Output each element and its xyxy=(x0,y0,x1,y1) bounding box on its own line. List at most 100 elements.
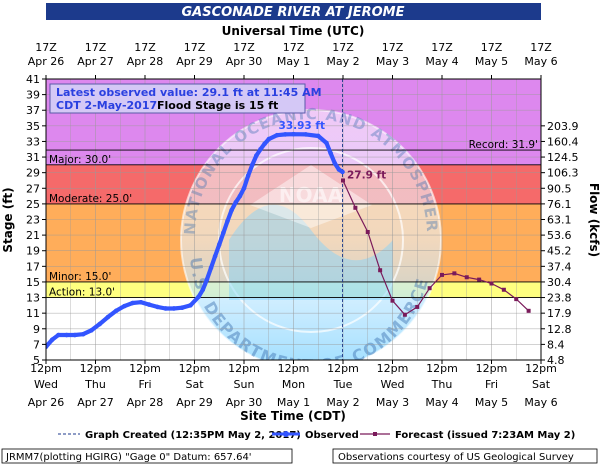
observed-point xyxy=(249,162,255,168)
top-tick-label: 17Z xyxy=(283,41,305,54)
legend-created: Graph Created (12:35PM May 2, 2017) xyxy=(85,430,301,441)
bottom-tick-day: Wed xyxy=(381,378,405,391)
forecast-point xyxy=(440,272,444,277)
info-line-1: Latest observed value: 29.1 ft at 11:45 … xyxy=(56,86,322,99)
top-tick-date: Apr 27 xyxy=(77,55,114,68)
threshold-label: Record: 31.9' xyxy=(469,139,538,151)
flow-tick-label: 30.4 xyxy=(547,276,572,289)
forecast-point xyxy=(514,297,519,302)
bottom-tick-time: 12pm xyxy=(327,362,359,375)
flow-tick-label: 106.3 xyxy=(547,167,579,180)
bottom-tick-time: 12pm xyxy=(377,362,409,375)
flow-tick-label: 63.1 xyxy=(547,214,572,227)
threshold-label: Minor: 15.0' xyxy=(49,271,111,283)
observed-point xyxy=(229,207,234,213)
y-tick-label: 23 xyxy=(26,214,40,227)
bottom-tick-time: 12pm xyxy=(426,362,458,375)
flow-tick-label: 203.9 xyxy=(547,120,579,133)
seal-center-text: NOAA xyxy=(279,183,344,207)
bottom-tick-time: 12pm xyxy=(30,362,62,375)
bottom-tick-date: May 3 xyxy=(376,396,409,409)
top-tick-label: 17Z xyxy=(481,41,503,54)
top-tick-date: May 6 xyxy=(524,55,557,68)
flow-tick-label: 12.8 xyxy=(547,323,572,336)
y-tick-label: 33 xyxy=(26,135,40,148)
footer-datum: JRMM7(plotting HGIRG) "Gage 0" Datum: 65… xyxy=(5,452,252,463)
y-tick-label: 29 xyxy=(26,167,40,180)
top-tick-date: May 5 xyxy=(475,55,508,68)
flow-tick-label: 37.4 xyxy=(547,260,572,273)
top-tick-date: May 4 xyxy=(425,55,458,68)
forecast-point xyxy=(489,281,494,286)
bottom-tick-date: May 6 xyxy=(524,396,557,409)
chart-title: GASCONADE RIVER AT JEROME xyxy=(182,5,405,20)
observed-point xyxy=(324,140,329,146)
footer-left-box xyxy=(1,448,293,464)
observed-point xyxy=(155,304,160,310)
bottom-tick-time: 12pm xyxy=(525,362,557,375)
observed-point xyxy=(274,132,280,138)
observed-point xyxy=(204,277,210,282)
info-line-2a: CDT 2-May-2017. xyxy=(56,99,161,112)
observed-point xyxy=(49,337,55,343)
bottom-tick-date: May 2 xyxy=(326,396,359,409)
observed-point xyxy=(233,200,239,205)
forecast-point xyxy=(477,277,482,282)
observed-point xyxy=(336,167,342,172)
observed-point xyxy=(332,161,338,166)
bottom-tick-time: 12pm xyxy=(129,362,161,375)
threshold-label: Major: 30.0' xyxy=(49,154,111,166)
bottom-tick-day: Tue xyxy=(333,378,353,391)
top-tick-date: Apr 29 xyxy=(176,55,213,68)
bottom-tick-time: 12pm xyxy=(476,362,508,375)
bottom-tick-date: Apr 30 xyxy=(226,396,263,409)
flow-tick-label: 45.2 xyxy=(547,245,572,258)
top-tick-label: 17Z xyxy=(233,41,255,54)
observed-point xyxy=(105,314,111,320)
y-axis-title-left: Stage (ft) xyxy=(1,187,15,252)
seal-bird xyxy=(250,165,372,228)
observed-point xyxy=(80,331,86,337)
crest-label: 33.93 ft xyxy=(279,120,325,132)
observed-point xyxy=(245,173,251,179)
bottom-tick-date: Apr 28 xyxy=(127,396,164,409)
flow-tick-label: 8.4 xyxy=(547,338,565,351)
bottom-tick-day: Fri xyxy=(485,378,498,391)
y-tick-label: 19 xyxy=(26,245,40,258)
y-axis-title-right: Flow (kcfs) xyxy=(587,183,600,257)
forecast-point xyxy=(452,271,457,276)
observed-point xyxy=(188,303,193,308)
observed-point xyxy=(97,321,102,327)
forecast-point xyxy=(526,308,531,313)
bottom-tick-day: Thu xyxy=(431,378,453,391)
observed-point xyxy=(282,132,288,137)
observed-point xyxy=(171,306,177,311)
y-tick-label: 25 xyxy=(26,198,40,211)
forecast-series-line xyxy=(342,180,530,316)
top-tick-label: 17Z xyxy=(431,41,453,54)
y-tick-label: 27 xyxy=(26,182,40,195)
observed-point xyxy=(225,218,230,224)
bottom-tick-date: Apr 26 xyxy=(28,396,65,409)
observed-point xyxy=(266,136,272,142)
top-tick-date: May 1 xyxy=(277,55,310,68)
footer-right-box xyxy=(332,448,598,464)
forecast-point xyxy=(365,229,370,234)
observed-point xyxy=(237,193,243,199)
footer-credit: Observations courtesy of US Geological S… xyxy=(338,452,574,463)
observed-point xyxy=(46,344,49,350)
observed-point xyxy=(200,287,206,293)
top-tick-label: 17Z xyxy=(35,41,57,54)
observed-point xyxy=(258,146,263,152)
top-tick-label: 17Z xyxy=(134,41,156,54)
observed-point xyxy=(64,332,69,338)
y-tick-label: 7 xyxy=(33,338,40,351)
bottom-tick-day: Sat xyxy=(185,378,204,391)
bottom-axis-title: Site Time (CDT) xyxy=(240,409,346,423)
flow-tick-label: 23.8 xyxy=(547,292,572,305)
bottom-tick-date: May 4 xyxy=(425,396,458,409)
observed-point xyxy=(241,185,247,191)
forecast-point xyxy=(427,286,432,291)
observed-point xyxy=(72,332,78,338)
bottom-tick-time: 12pm xyxy=(80,362,112,375)
